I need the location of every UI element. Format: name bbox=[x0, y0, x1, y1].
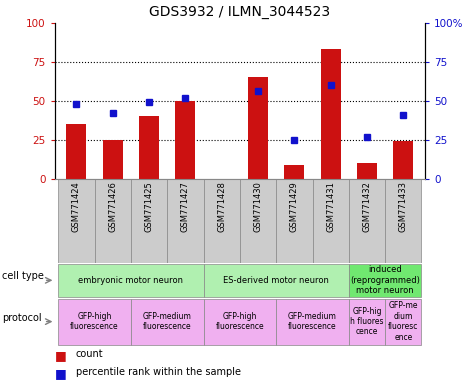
Text: count: count bbox=[76, 349, 104, 359]
Bar bbox=[204, 264, 349, 297]
Bar bbox=[139, 116, 159, 179]
Title: GDS3932 / ILMN_3044523: GDS3932 / ILMN_3044523 bbox=[149, 5, 331, 19]
Text: GFP-hig
h fluores
cence: GFP-hig h fluores cence bbox=[350, 307, 384, 336]
Text: GSM771433: GSM771433 bbox=[399, 181, 408, 232]
Bar bbox=[58, 264, 204, 297]
Bar bbox=[240, 179, 276, 263]
Bar bbox=[66, 124, 86, 179]
Bar bbox=[248, 78, 268, 179]
Bar bbox=[276, 179, 313, 263]
Text: ■: ■ bbox=[55, 367, 70, 380]
Text: GSM771428: GSM771428 bbox=[217, 181, 226, 232]
Bar bbox=[285, 165, 304, 179]
Text: GSM771430: GSM771430 bbox=[254, 181, 263, 232]
Bar bbox=[313, 179, 349, 263]
Text: GSM771432: GSM771432 bbox=[362, 181, 371, 232]
Bar bbox=[95, 179, 131, 263]
Bar bbox=[349, 264, 421, 297]
Bar bbox=[103, 140, 123, 179]
Text: induced
(reprogrammed)
motor neuron: induced (reprogrammed) motor neuron bbox=[350, 265, 420, 295]
Bar bbox=[204, 299, 276, 345]
Text: GSM771426: GSM771426 bbox=[108, 181, 117, 232]
Bar bbox=[167, 179, 204, 263]
Bar bbox=[349, 299, 385, 345]
Bar bbox=[175, 101, 195, 179]
Bar bbox=[393, 141, 413, 179]
Text: percentile rank within the sample: percentile rank within the sample bbox=[76, 367, 241, 377]
Text: GSM771427: GSM771427 bbox=[181, 181, 190, 232]
Bar bbox=[357, 163, 377, 179]
Text: ■: ■ bbox=[55, 349, 70, 362]
Text: GFP-high
fluorescence: GFP-high fluorescence bbox=[216, 312, 264, 331]
Text: GFP-me
dium
fluoresc
ence: GFP-me dium fluoresc ence bbox=[388, 301, 418, 342]
Text: GSM771424: GSM771424 bbox=[72, 181, 81, 232]
Bar bbox=[204, 179, 240, 263]
Bar bbox=[58, 179, 95, 263]
Bar bbox=[385, 299, 421, 345]
Bar bbox=[349, 179, 385, 263]
Text: GFP-high
fluorescence: GFP-high fluorescence bbox=[70, 312, 119, 331]
Text: ES-derived motor neuron: ES-derived motor neuron bbox=[223, 276, 329, 285]
Text: GFP-medium
fluorescence: GFP-medium fluorescence bbox=[143, 312, 192, 331]
Text: cell type: cell type bbox=[2, 271, 44, 281]
Bar bbox=[321, 50, 341, 179]
Bar bbox=[276, 299, 349, 345]
Text: protocol: protocol bbox=[2, 313, 42, 323]
Text: GFP-medium
fluorescence: GFP-medium fluorescence bbox=[288, 312, 337, 331]
Text: GSM771425: GSM771425 bbox=[144, 181, 153, 232]
Bar bbox=[385, 179, 421, 263]
Text: GSM771429: GSM771429 bbox=[290, 181, 299, 232]
Bar bbox=[58, 299, 131, 345]
Text: GSM771431: GSM771431 bbox=[326, 181, 335, 232]
Text: embryonic motor neuron: embryonic motor neuron bbox=[78, 276, 183, 285]
Bar bbox=[131, 299, 204, 345]
Bar bbox=[131, 179, 167, 263]
